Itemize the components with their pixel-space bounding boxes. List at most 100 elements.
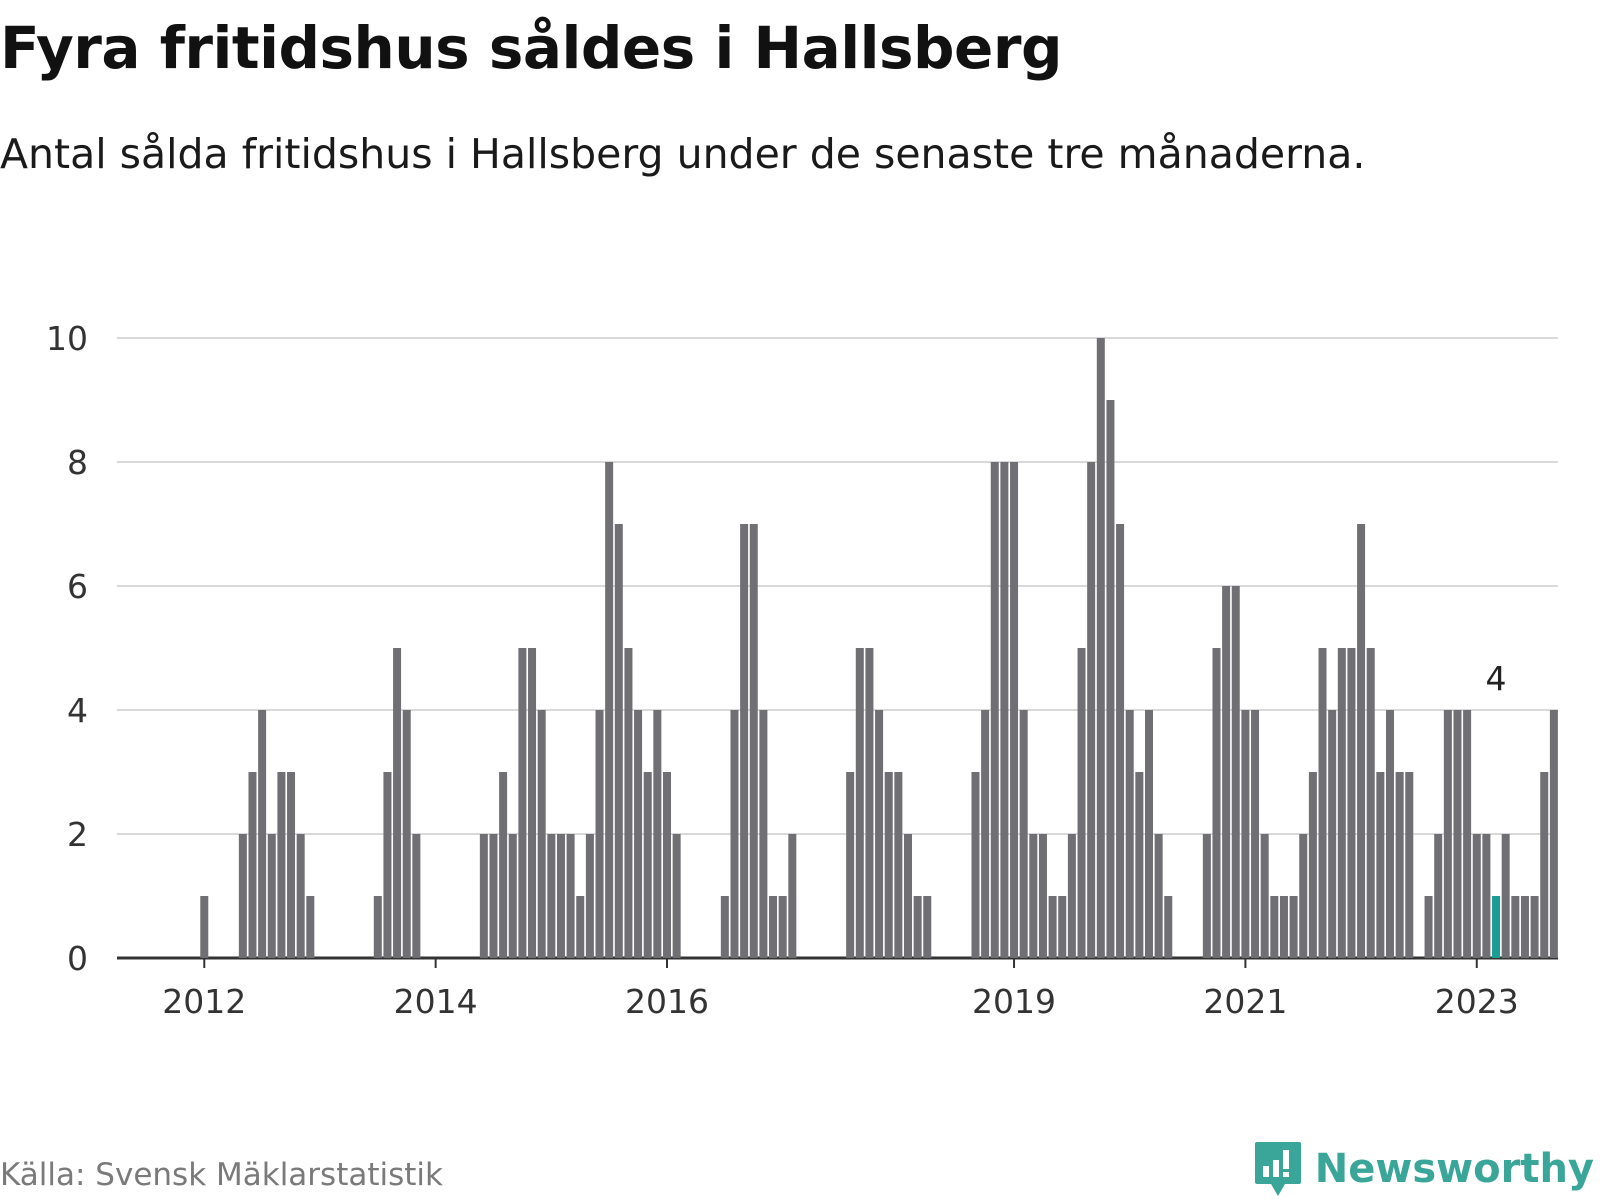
bar xyxy=(971,772,980,958)
bar xyxy=(1540,772,1549,958)
bar xyxy=(402,710,411,958)
bar xyxy=(740,524,749,958)
x-tick-label: 2021 xyxy=(1203,982,1287,1021)
chart-title: Fyra fritidshus såldes i Hallsberg xyxy=(0,14,1062,82)
bar xyxy=(1463,710,1472,958)
bar xyxy=(1087,462,1096,958)
bar xyxy=(1212,648,1221,958)
bar xyxy=(238,834,247,958)
bar xyxy=(547,834,556,958)
bar xyxy=(1067,834,1076,958)
highlight-bar xyxy=(1492,896,1501,958)
bar xyxy=(1058,896,1067,958)
bar xyxy=(1357,524,1366,958)
bar xyxy=(720,896,729,958)
bar xyxy=(1251,710,1260,958)
bar xyxy=(778,896,787,958)
y-tick-label: 2 xyxy=(67,815,88,854)
bar xyxy=(393,648,402,958)
bar xyxy=(1501,834,1510,958)
newsworthy-logo-icon xyxy=(1254,1142,1301,1196)
bar xyxy=(1530,896,1539,958)
bar xyxy=(277,772,286,958)
bar xyxy=(566,834,575,958)
axis-labels: 0 2 4 6 8 10 4 2012 2014 2016 2019 2021 2023 xyxy=(46,319,1519,1021)
bar xyxy=(1279,896,1288,958)
bar xyxy=(1482,834,1491,958)
bar xyxy=(1328,710,1337,958)
bar xyxy=(1231,586,1240,958)
bar xyxy=(489,834,498,958)
source-note: Källa: Svensk Mäklarstatistik xyxy=(0,1157,443,1193)
bar xyxy=(1010,462,1019,958)
bar xyxy=(749,524,758,958)
bar xyxy=(1376,772,1385,958)
y-tick-label: 0 xyxy=(67,939,88,978)
bar xyxy=(1443,710,1452,958)
bar xyxy=(1096,338,1105,958)
bar xyxy=(1434,834,1443,958)
bar xyxy=(258,710,267,958)
bar xyxy=(769,896,778,958)
bar xyxy=(200,896,209,958)
bar xyxy=(614,524,623,958)
bar xyxy=(643,772,652,958)
chart-subtitle: Antal sålda fritidshus i Hallsberg under… xyxy=(0,130,1366,178)
bar xyxy=(1038,834,1047,958)
bar-chart: 0 2 4 6 8 10 4 2012 2014 2016 2019 2021 2023 xyxy=(46,319,1558,1021)
bar xyxy=(1135,772,1144,958)
bar xyxy=(1019,710,1028,958)
bar xyxy=(1395,772,1404,958)
bar xyxy=(904,834,912,958)
bar xyxy=(1125,710,1134,958)
bar xyxy=(528,648,537,958)
brand-name: Newsworthy xyxy=(1314,1146,1594,1192)
y-tick-label: 6 xyxy=(67,567,88,606)
bar xyxy=(1337,648,1346,958)
bar xyxy=(990,462,999,958)
bar xyxy=(576,896,585,958)
bar xyxy=(479,834,488,958)
x-tick-label: 2019 xyxy=(972,982,1056,1021)
bar xyxy=(894,772,903,958)
bar xyxy=(383,772,392,958)
bar xyxy=(595,710,604,958)
bars xyxy=(200,338,1558,958)
x-tick-label: 2012 xyxy=(162,982,246,1021)
bar xyxy=(1260,834,1269,958)
bar xyxy=(1145,710,1153,958)
bar xyxy=(1077,648,1086,958)
bar xyxy=(788,834,797,958)
bar xyxy=(913,896,922,958)
bar xyxy=(287,772,296,958)
bar xyxy=(634,710,643,958)
y-tick-label: 8 xyxy=(67,443,88,482)
bar xyxy=(1154,834,1163,958)
x-tick-label: 2014 xyxy=(394,982,478,1021)
bar xyxy=(1270,896,1279,958)
brand[interactable]: Newsworthy xyxy=(1253,1140,1594,1198)
highlight-value-label: 4 xyxy=(1486,659,1507,698)
bar xyxy=(855,648,864,958)
bar xyxy=(846,772,855,958)
bar xyxy=(306,896,315,958)
bar xyxy=(1405,772,1414,958)
bar xyxy=(981,710,990,958)
x-tick-label: 2023 xyxy=(1435,982,1519,1021)
bar xyxy=(759,710,768,958)
bar xyxy=(1453,710,1462,958)
bar xyxy=(1472,834,1481,958)
bar xyxy=(1299,834,1308,958)
bar xyxy=(248,772,257,958)
bar xyxy=(884,772,893,958)
bar xyxy=(1241,710,1250,958)
bar xyxy=(1511,896,1520,958)
bar xyxy=(663,772,671,958)
bar xyxy=(1424,896,1433,958)
bar xyxy=(1347,648,1356,958)
bar xyxy=(865,648,874,958)
bar xyxy=(585,834,594,958)
bar xyxy=(267,834,276,958)
bar xyxy=(1289,896,1298,958)
bar xyxy=(1308,772,1317,958)
